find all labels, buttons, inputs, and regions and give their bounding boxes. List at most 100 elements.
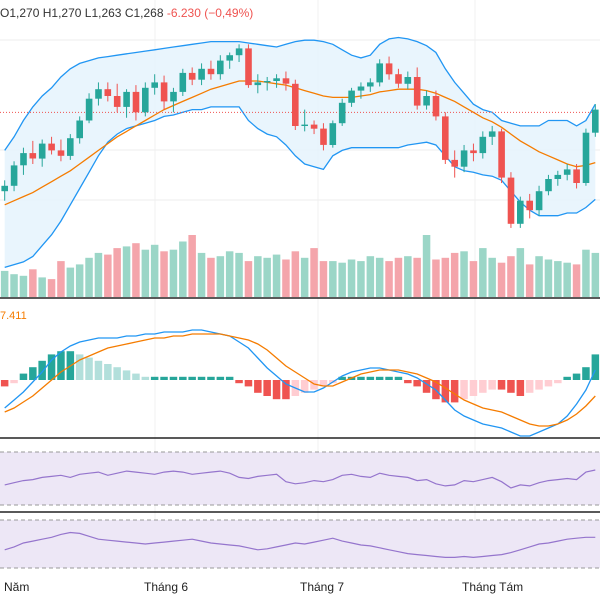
volume-bar <box>113 248 121 297</box>
moving-average-line <box>4 80 596 206</box>
macd-histogram-bar <box>544 380 553 387</box>
candle-body <box>554 174 562 179</box>
close-value: 1,268 <box>133 6 164 20</box>
volume-bar <box>319 261 328 297</box>
rsi-band <box>0 452 600 505</box>
volume-bar <box>563 262 571 297</box>
candle-body <box>442 116 449 160</box>
macd-histogram-bar <box>19 373 28 380</box>
candle-body <box>582 132 590 183</box>
macd-histogram-bar <box>460 380 468 400</box>
volume-bar <box>29 269 37 297</box>
volume-bar <box>422 235 431 297</box>
volume-bar <box>75 264 84 297</box>
low-label: L <box>84 6 92 20</box>
x-label-thang-7: Tháng 7 <box>300 580 345 594</box>
candle-body <box>76 120 83 139</box>
macd-histogram-bar <box>582 367 590 380</box>
volume-bar <box>169 249 178 297</box>
volume-bar <box>366 256 375 297</box>
volume-bar <box>310 248 318 297</box>
volume-bar <box>375 257 384 297</box>
macd-histogram-bar <box>422 380 431 393</box>
candle-body <box>498 131 505 178</box>
candle-body <box>198 68 205 80</box>
volume-bar <box>554 261 562 297</box>
macd-histogram-bar <box>10 380 18 384</box>
macd-histogram-bar <box>235 380 243 384</box>
candle-body <box>320 128 327 145</box>
volume-bar <box>225 251 234 297</box>
candle-body <box>310 124 318 129</box>
candle-body <box>413 77 421 106</box>
macd-histogram-bar <box>516 380 525 396</box>
volume-bar <box>244 261 253 297</box>
macd-histogram-bar <box>413 380 421 387</box>
candle-body <box>85 98 93 121</box>
macd-histogram-bar <box>375 376 384 380</box>
macd-histogram-bar <box>254 380 262 393</box>
macd-histogram-bar <box>366 376 375 380</box>
candle-body <box>217 60 224 75</box>
volume-bar <box>300 257 309 297</box>
macd-histogram-bar <box>469 380 478 396</box>
volume-bar <box>85 257 93 297</box>
candle-body <box>329 123 337 145</box>
macd-histogram-bar <box>282 380 290 400</box>
macd-histogram-bar <box>479 380 487 393</box>
x-label-thang-6: Tháng 6 <box>144 580 189 594</box>
volume-bar <box>460 251 468 297</box>
volume-bar <box>197 252 206 297</box>
candle-body <box>188 72 196 80</box>
candle-body <box>57 150 65 156</box>
volume-bar <box>432 259 440 297</box>
macd-histogram-bar <box>0 380 9 387</box>
candle-body <box>526 200 533 211</box>
macd-histogram-bar <box>38 360 46 380</box>
macd-histogram-bar <box>507 380 515 393</box>
volume-bar <box>488 257 496 297</box>
macd-histogram-bar <box>169 376 178 380</box>
candle-body <box>263 81 271 83</box>
volume-bar <box>66 267 75 297</box>
macd-histogram-bar <box>29 367 37 380</box>
rsi-line <box>4 469 596 489</box>
volume-bar <box>404 256 412 297</box>
candle-body <box>67 138 74 156</box>
macd-histogram-bar <box>591 354 600 380</box>
candle-body <box>142 87 149 113</box>
candle-body <box>592 109 599 133</box>
volume-bar <box>544 259 553 297</box>
volume-bar <box>497 262 506 297</box>
macd-histogram-bar <box>75 354 84 380</box>
candle-body <box>432 96 440 117</box>
candle-body <box>1 185 8 192</box>
volume-bar <box>150 244 159 297</box>
volume-bar <box>357 261 365 297</box>
low-value: 1,263 <box>91 6 122 20</box>
macd-histogram-bar <box>57 351 65 380</box>
candle-body <box>479 136 487 154</box>
open-label: O <box>0 6 10 20</box>
close-label: C <box>124 6 134 20</box>
volume-bar <box>47 279 56 297</box>
volume-bar <box>122 246 131 297</box>
candle-body <box>160 82 168 102</box>
candle-body <box>254 82 262 86</box>
macd-histogram-bar <box>104 364 112 380</box>
candle-body <box>179 72 187 92</box>
candle-body <box>517 200 524 224</box>
macd-histogram-bar <box>113 367 121 380</box>
volume-bar <box>525 264 534 297</box>
macd-line <box>4 329 596 437</box>
macd-histogram-bar <box>300 380 309 393</box>
volume-bar <box>207 257 215 297</box>
candle-body <box>282 78 290 84</box>
macd-histogram-bar <box>535 380 543 390</box>
macd-histogram-bar <box>563 376 571 380</box>
candle-body <box>573 169 580 183</box>
x-label-thang-tam: Tháng Tám <box>462 580 524 594</box>
change-value: -6.230 (−0,49%) <box>166 6 254 20</box>
candle-body <box>348 90 355 103</box>
